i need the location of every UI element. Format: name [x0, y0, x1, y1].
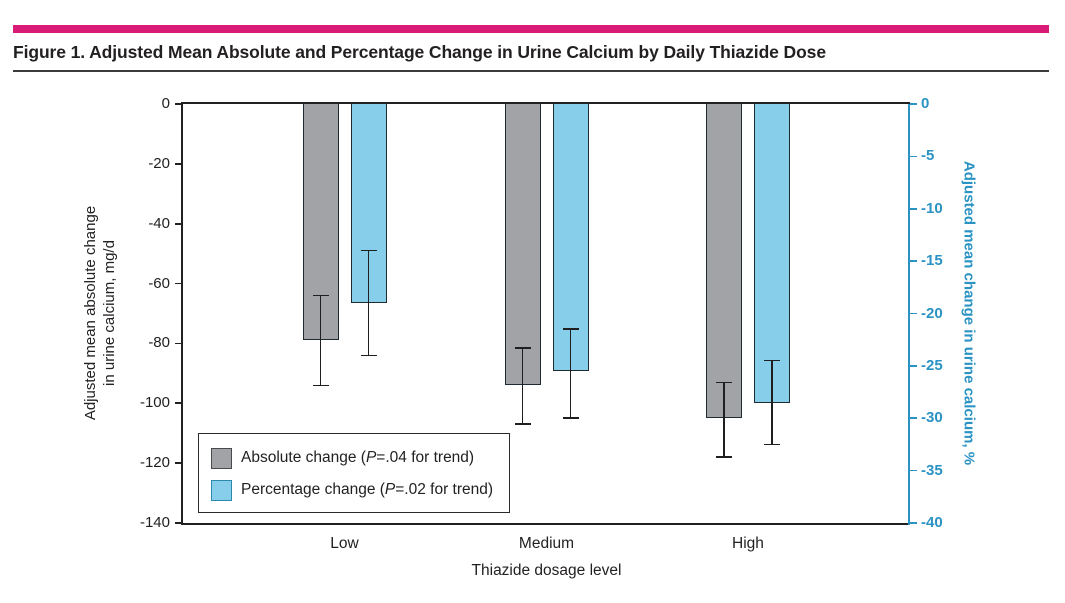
right-axis-tick-label: -40 — [921, 514, 943, 531]
right-axis-tick-label: -25 — [921, 356, 943, 374]
left-axis-tick-label: -20 — [148, 154, 170, 172]
error-bar-cap-bottom — [360, 354, 377, 357]
error-bar-cap-top — [312, 294, 329, 297]
right-axis-tick-label: -35 — [921, 461, 943, 479]
x-category-label-low: Low — [330, 535, 359, 552]
error-bar-cap-top — [716, 381, 732, 384]
left-axis-tick-label: -60 — [148, 274, 170, 292]
legend-item-absolute-change: Absolute change (P=.04 for trend) — [211, 447, 474, 469]
legend-text-pvalue: P — [365, 449, 377, 466]
x-axis-title: Thiazide dosage level — [471, 562, 622, 579]
left-axis-tick-label: 0 — [161, 95, 170, 112]
right-axis-tick — [909, 417, 917, 420]
left-y-axis-title: Adjusted mean absolute change in urine c… — [81, 206, 119, 420]
left-axis-tick — [174, 462, 182, 464]
legend-text-pre: Percentage change ( — [241, 481, 385, 498]
legend-text-pvalue: P — [384, 481, 396, 498]
legend: Absolute change (P=.04 for trend) Percen… — [198, 433, 510, 513]
right-axis-tick — [909, 155, 917, 158]
error-bar-cap-top — [514, 347, 531, 349]
legend-text-post: =.02 for trend) — [395, 481, 494, 498]
left-axis-tick-label: -40 — [148, 214, 170, 232]
right-axis-tick-label: -30 — [921, 409, 943, 427]
left-y-axis-title-line2: in urine calcium, mg/d — [101, 240, 118, 386]
legend-item-percentage-change: Percentage change (P=.02 for trend) — [211, 479, 493, 501]
left-axis-tick — [174, 103, 182, 105]
figure-title: Figure 1. Adjusted Mean Absolute and Per… — [13, 42, 826, 62]
left-axis-tick — [174, 163, 182, 165]
right-axis-tick — [909, 469, 917, 472]
left-axis-tick-label: -140 — [139, 514, 170, 531]
right-axis-tick — [909, 522, 917, 524]
right-axis-tick — [909, 103, 917, 105]
bar-percentage-change-high — [754, 104, 790, 403]
left-axis-tick — [174, 222, 182, 225]
error-bar-cap-top — [562, 328, 579, 330]
left-y-axis-title-line1: Adjusted mean absolute change — [82, 205, 99, 421]
error-bar-line — [521, 347, 524, 425]
plot-top-spine — [181, 102, 910, 104]
left-axis-tick — [174, 402, 182, 405]
right-axis-tick-label: 0 — [921, 95, 930, 112]
error-bar-cap-bottom — [764, 443, 780, 446]
bar-absolute-change-high — [706, 104, 742, 419]
error-bar-cap-bottom — [312, 384, 329, 387]
error-bar-line — [771, 360, 773, 445]
right-axis-tick-label: -10 — [921, 199, 943, 217]
error-bar-line — [319, 295, 322, 386]
right-axis-tick-label: -20 — [921, 304, 943, 322]
legend-label-percentage-change: Percentage change (P=.02 for trend) — [241, 481, 493, 499]
legend-swatch-percentage-change — [211, 479, 232, 501]
legend-swatch-absolute-change — [211, 447, 232, 469]
right-axis-tick — [909, 260, 917, 262]
error-bar-line — [569, 329, 572, 419]
title-divider — [13, 70, 1049, 72]
plot-bottom-spine — [181, 523, 910, 525]
bar-absolute-change-medium — [504, 104, 541, 386]
plot-right-spine — [908, 104, 910, 525]
error-bar-cap-bottom — [514, 423, 531, 426]
legend-text-post: =.04 for trend) — [376, 449, 475, 466]
error-bar-cap-top — [360, 249, 377, 252]
accent-bar — [13, 25, 1049, 33]
right-axis-tick — [909, 365, 917, 367]
error-bar-cap-top — [764, 359, 780, 362]
left-axis-tick-label: -100 — [139, 394, 170, 412]
left-axis-tick-label: -80 — [148, 334, 170, 352]
legend-text-pre: Absolute change ( — [241, 449, 366, 466]
left-axis-tick — [174, 282, 182, 285]
error-bar-line — [723, 382, 725, 458]
legend-label-absolute-change: Absolute change (P=.04 for trend) — [241, 449, 474, 467]
left-axis-tick — [174, 342, 182, 345]
right-axis-tick-label: -5 — [921, 147, 935, 165]
x-category-label-medium: Medium — [518, 535, 575, 552]
plot-left-spine — [181, 104, 183, 525]
error-bar-cap-bottom — [716, 456, 732, 458]
right-axis-tick — [909, 207, 917, 210]
x-category-label-high: High — [732, 535, 764, 552]
left-axis-tick — [174, 522, 182, 524]
left-axis-tick-label: -120 — [139, 454, 170, 472]
right-axis-tick — [909, 312, 917, 315]
right-axis-tick-label: -15 — [921, 252, 943, 270]
error-bar-cap-bottom — [562, 417, 579, 420]
error-bar-line — [367, 250, 370, 356]
bar-percentage-change-medium — [552, 104, 589, 372]
